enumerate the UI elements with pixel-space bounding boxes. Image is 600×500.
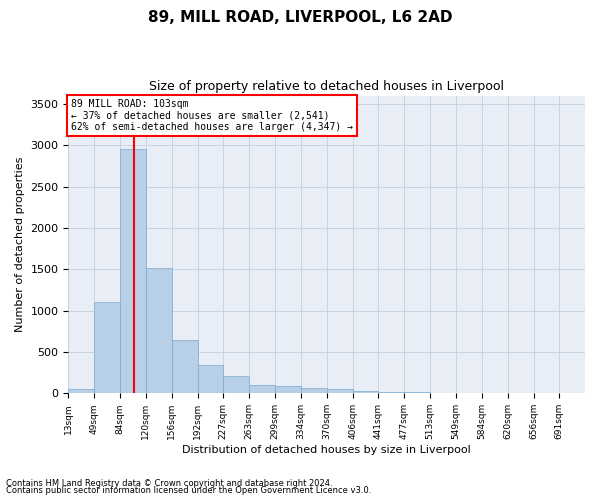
Bar	[223, 376, 249, 394]
Text: Contains public sector information licensed under the Open Government Licence v3: Contains public sector information licen…	[6, 486, 371, 495]
Bar	[146, 268, 172, 394]
Text: 89, MILL ROAD, LIVERPOOL, L6 2AD: 89, MILL ROAD, LIVERPOOL, L6 2AD	[148, 10, 452, 25]
Bar	[327, 389, 353, 394]
Text: Contains HM Land Registry data © Crown copyright and database right 2024.: Contains HM Land Registry data © Crown c…	[6, 478, 332, 488]
Bar	[249, 386, 275, 394]
Bar	[301, 388, 327, 394]
Bar	[120, 150, 146, 394]
Bar	[275, 386, 301, 394]
Bar	[172, 340, 198, 394]
X-axis label: Distribution of detached houses by size in Liverpool: Distribution of detached houses by size …	[182, 445, 471, 455]
Bar	[404, 392, 430, 394]
Bar	[94, 302, 120, 394]
Bar	[430, 392, 456, 394]
Text: 89 MILL ROAD: 103sqm
← 37% of detached houses are smaller (2,541)
62% of semi-de: 89 MILL ROAD: 103sqm ← 37% of detached h…	[71, 98, 353, 132]
Bar	[378, 392, 404, 394]
Bar	[198, 365, 223, 394]
Title: Size of property relative to detached houses in Liverpool: Size of property relative to detached ho…	[149, 80, 504, 93]
Bar	[68, 389, 94, 394]
Y-axis label: Number of detached properties: Number of detached properties	[15, 157, 25, 332]
Bar	[353, 391, 378, 394]
